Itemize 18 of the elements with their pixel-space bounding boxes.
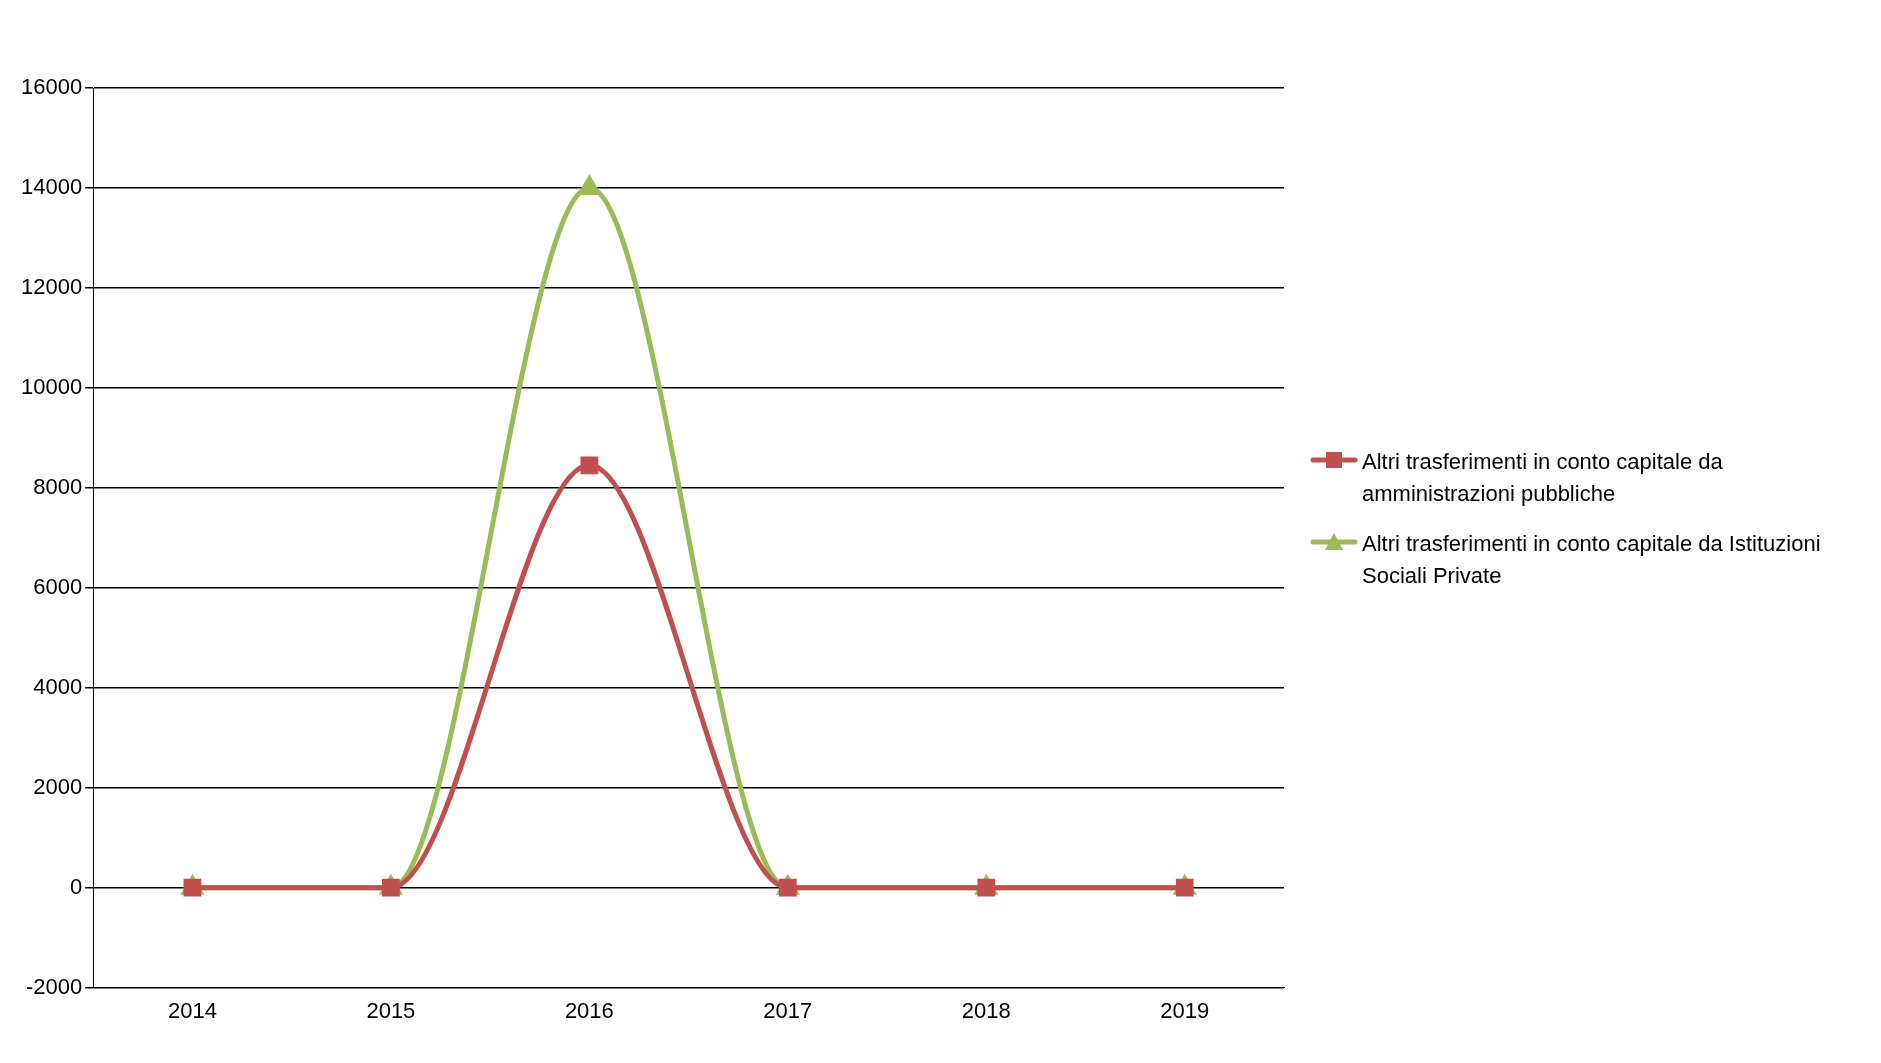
legend-label: Altri trasferimenti in conto capitale da amministrazioni pubbliche [1362,448,1724,508]
x-tick-label: 2017 [763,997,813,1023]
x-tick-label: 2014 [167,997,217,1023]
y-tick-label: 10000 [20,373,83,399]
x-tick-label: 2019 [1160,997,1210,1023]
x-tick-label: 2015 [366,997,416,1023]
y-tick-label: 16000 [20,74,83,100]
y-tick-label: 8000 [33,473,83,499]
y-tick-label: 2000 [33,773,83,799]
x-tick-label: 2018 [961,997,1011,1023]
y-tick-label: 14000 [20,174,83,200]
x-tick-label: 2016 [564,997,614,1023]
y-tick-label: 4000 [33,673,83,699]
y-tick-label: 6000 [33,573,83,599]
y-tick-label: -2000 [25,973,83,999]
y-tick-label: 12000 [20,273,83,299]
y-tick-label: 0 [69,873,83,899]
legend-label: Altri trasferimenti in conto capitale da Istituzioni Sociali Private [1362,530,1822,590]
